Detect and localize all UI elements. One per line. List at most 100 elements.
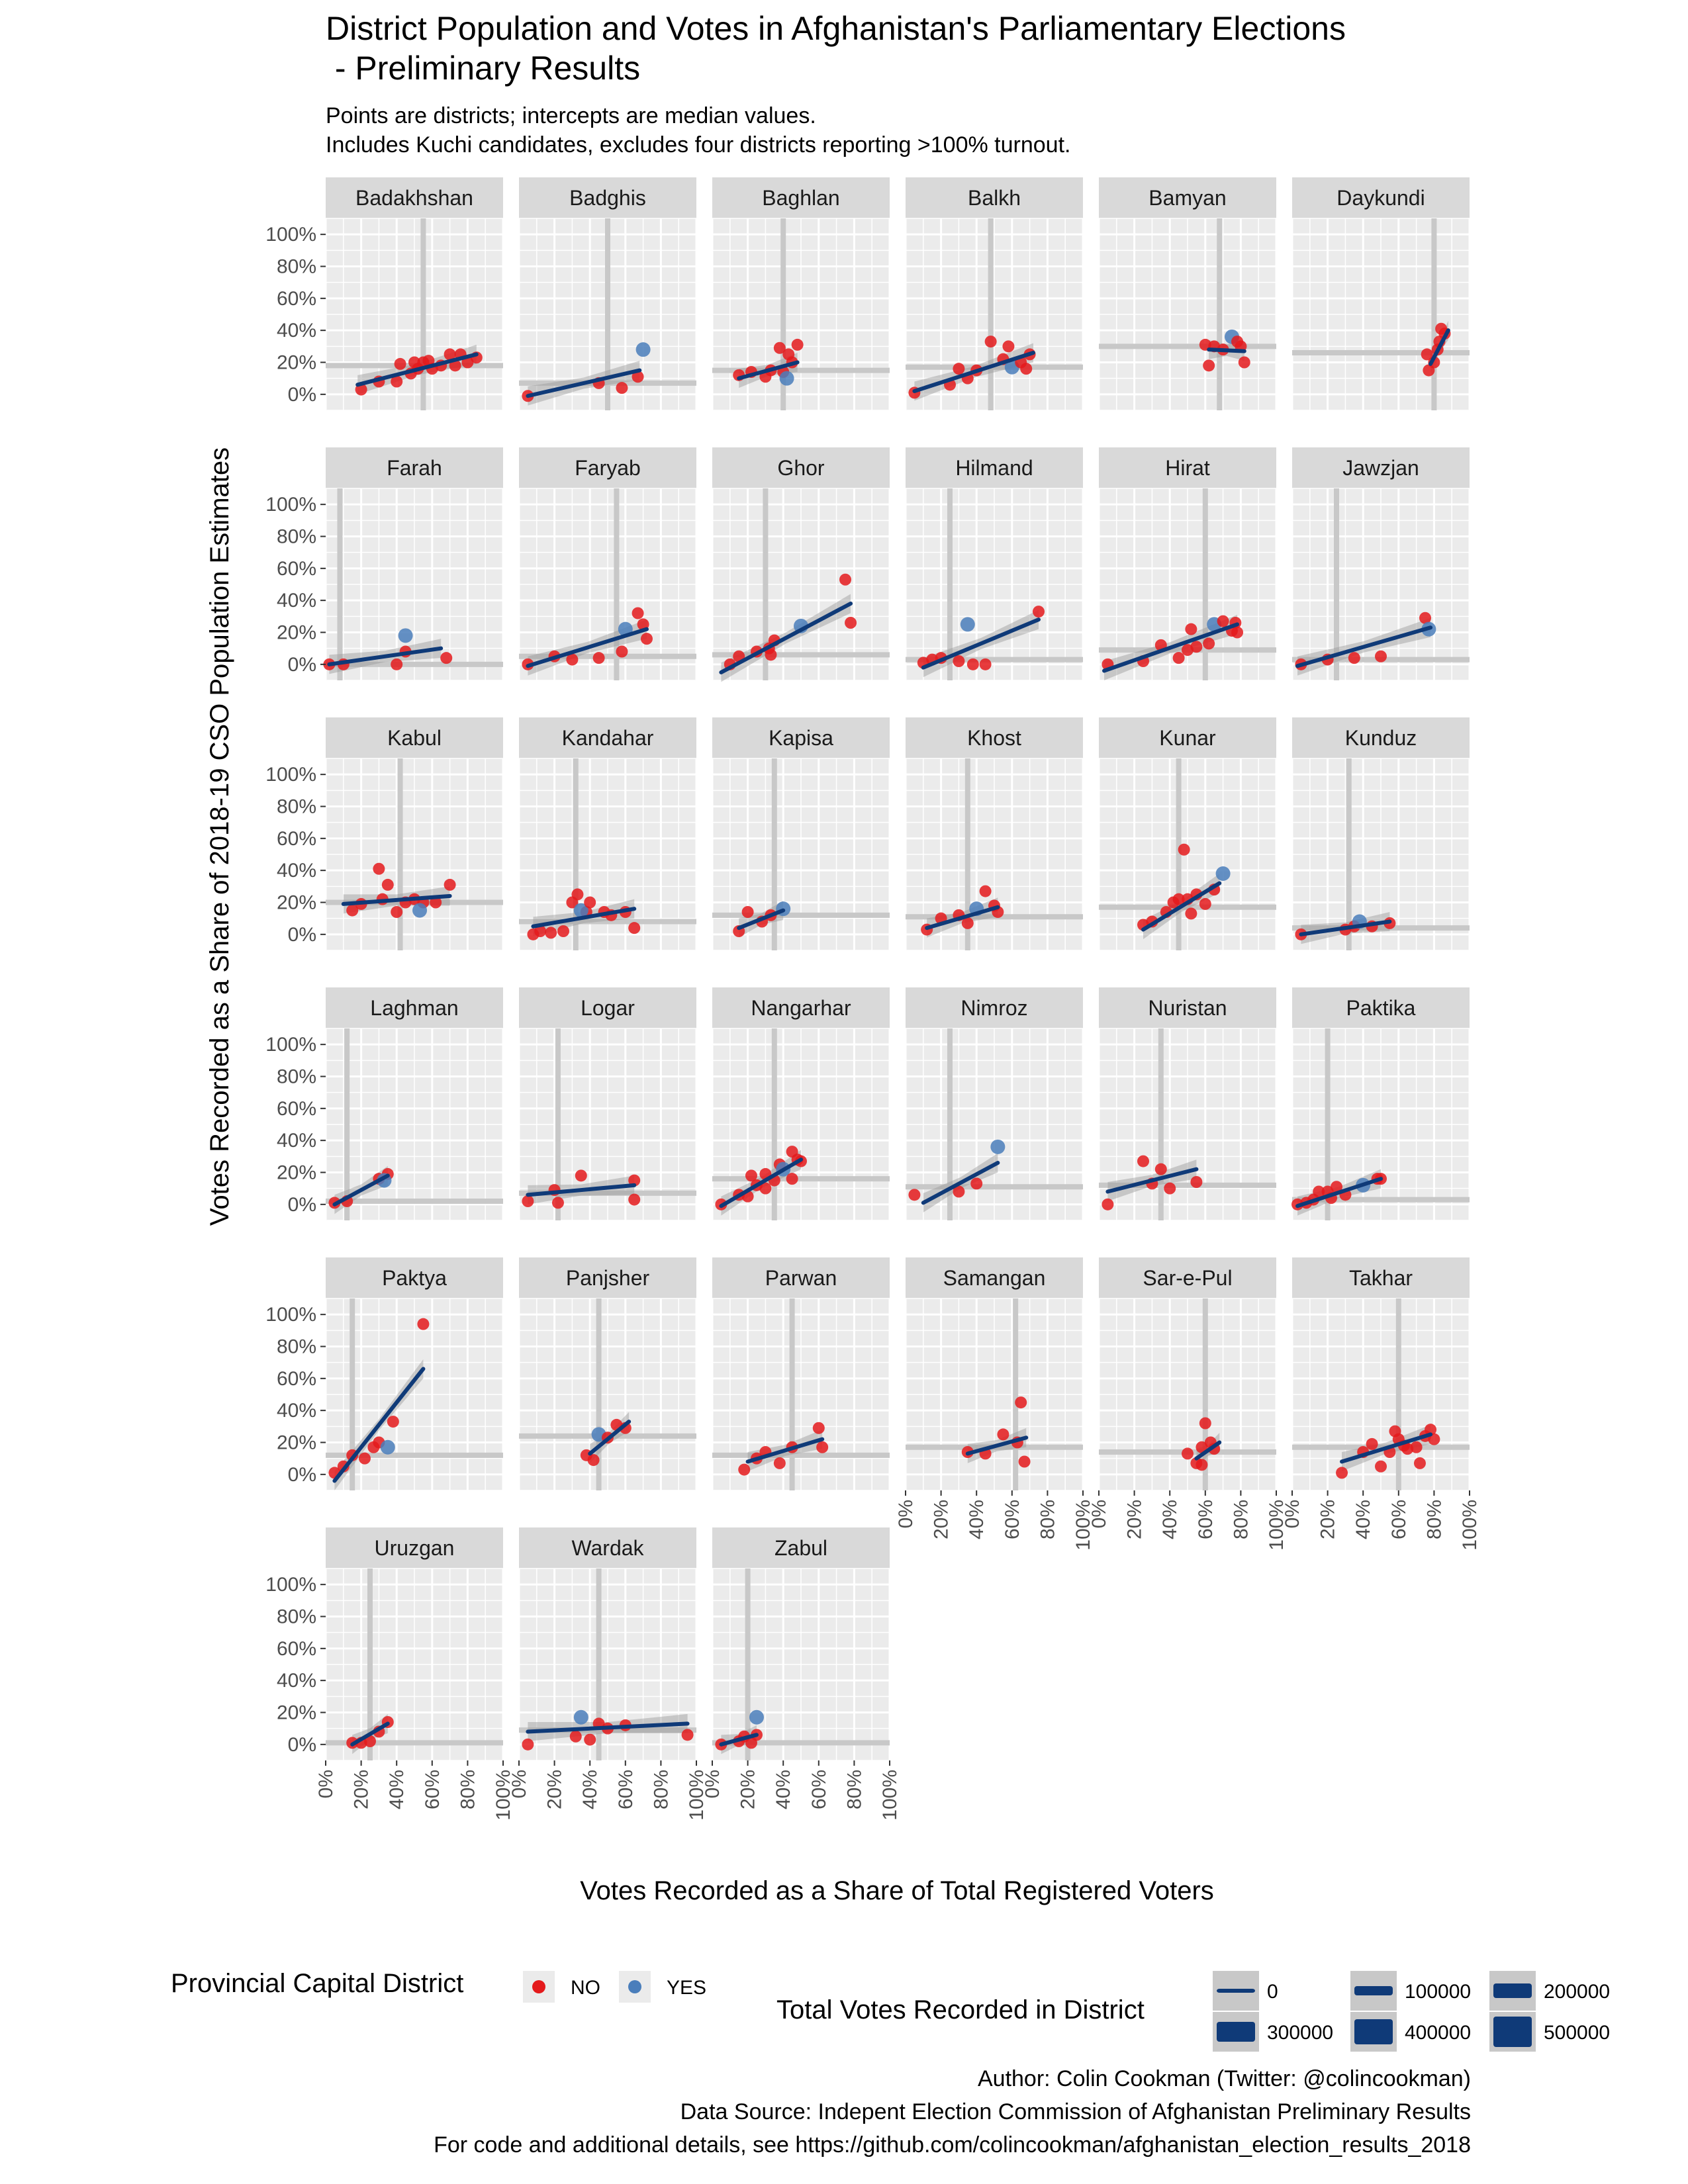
fit-line bbox=[925, 905, 1000, 931]
y-tick-label: 80% bbox=[277, 1336, 316, 1358]
x-tick-label: 100% bbox=[492, 1770, 514, 1821]
legend-key-swatch bbox=[1354, 1986, 1393, 1995]
fit-line bbox=[1105, 1167, 1199, 1194]
y-tick-label: 0% bbox=[288, 654, 316, 676]
facet-label: Kunduz bbox=[1345, 726, 1417, 750]
facet-label: Nuristan bbox=[1148, 996, 1227, 1020]
data-point bbox=[1401, 1443, 1414, 1455]
data-point bbox=[741, 906, 754, 918]
data-point bbox=[979, 658, 992, 670]
data-point bbox=[1164, 1182, 1176, 1195]
x-tick-label: 40% bbox=[1159, 1500, 1181, 1539]
fit-line bbox=[1299, 919, 1392, 936]
data-point bbox=[1421, 348, 1433, 361]
gridlines bbox=[324, 1028, 504, 1221]
data-point bbox=[381, 878, 394, 891]
facet-kunar: Kunar bbox=[1098, 717, 1278, 951]
data-point bbox=[1196, 1441, 1208, 1453]
fit-line bbox=[965, 1435, 1029, 1456]
data-point bbox=[1154, 1163, 1167, 1175]
data-point bbox=[592, 652, 605, 664]
fit-line bbox=[341, 893, 452, 906]
facet-label: Kabul bbox=[387, 726, 442, 750]
legend-votes-label: 500000 bbox=[1544, 2022, 1610, 2044]
data-point bbox=[444, 348, 456, 361]
y-tick-label: 20% bbox=[277, 1432, 316, 1454]
facet-strip bbox=[326, 447, 503, 488]
fit-line bbox=[737, 908, 786, 931]
facet-strip bbox=[1099, 177, 1276, 218]
y-tick-label: 0% bbox=[288, 1464, 316, 1486]
fit-line bbox=[526, 1721, 690, 1734]
data-point bbox=[1002, 340, 1015, 353]
legend-votes-key: 0 bbox=[1213, 1971, 1278, 2011]
caption-author: Author: Colin Cookman (Twitter: @colinco… bbox=[978, 2066, 1471, 2091]
legend-votes-key: 400000 bbox=[1350, 2012, 1471, 2052]
facet-kapisa: Kapisa bbox=[711, 717, 891, 951]
x-tick-label: 0% bbox=[508, 1770, 530, 1798]
data-point bbox=[412, 903, 428, 918]
data-point bbox=[635, 342, 651, 357]
data-point bbox=[1375, 650, 1387, 662]
facet-strip bbox=[1099, 1257, 1276, 1298]
x-tick-label: 0% bbox=[1088, 1500, 1110, 1528]
fit-line bbox=[1295, 625, 1433, 668]
gridlines bbox=[518, 1298, 698, 1491]
data-point bbox=[444, 878, 456, 891]
data-point bbox=[566, 653, 579, 666]
data-point bbox=[534, 925, 547, 937]
x-tick-label: 20% bbox=[1124, 1500, 1146, 1539]
legend-key-yes bbox=[628, 1980, 641, 1993]
y-tick-label: 80% bbox=[277, 1606, 316, 1628]
y-tick-label: 100% bbox=[265, 494, 316, 516]
fit-line bbox=[921, 1161, 1000, 1205]
facet-khost: Khost bbox=[904, 717, 1084, 951]
x-tick-label: 40% bbox=[966, 1500, 988, 1539]
chart-subtitle-2: Includes Kuchi candidates, excludes four… bbox=[326, 132, 1070, 158]
data-point bbox=[1178, 843, 1190, 856]
data-point bbox=[1172, 652, 1185, 664]
legend-votes-keys: 0 100000 200000 300000 400000 500000 bbox=[1213, 1971, 1610, 2052]
data-point bbox=[990, 1139, 1006, 1154]
data-point bbox=[571, 888, 584, 901]
fit-line bbox=[350, 1721, 390, 1747]
x-tick-label: 80% bbox=[1423, 1500, 1445, 1539]
facet-strip bbox=[712, 177, 890, 218]
y-tick-label: 60% bbox=[277, 828, 316, 850]
facet-label: Paktika bbox=[1346, 996, 1416, 1020]
x-tick-label: 20% bbox=[931, 1500, 953, 1539]
x-tick-label: 60% bbox=[1195, 1500, 1217, 1539]
legend-label-yes: YES bbox=[667, 1977, 706, 1999]
x-tick-label: 80% bbox=[457, 1770, 479, 1809]
facet-label: Kandahar bbox=[562, 726, 654, 750]
data-point bbox=[1348, 652, 1360, 664]
facet-strip bbox=[519, 177, 696, 218]
data-point bbox=[1185, 907, 1197, 920]
facet-strip bbox=[1292, 717, 1470, 758]
gridlines bbox=[711, 218, 891, 411]
data-point bbox=[1366, 1437, 1378, 1450]
facet-zabul: Zabul 0% 20% 40% 60% 80% 100% bbox=[702, 1527, 901, 1821]
y-tick-label: 100% bbox=[265, 764, 316, 786]
x-tick-label: 0% bbox=[702, 1770, 724, 1798]
legend-key-no bbox=[532, 1980, 545, 1993]
data-point bbox=[759, 1182, 772, 1195]
data-point bbox=[584, 1733, 596, 1746]
data-point bbox=[1190, 641, 1203, 653]
gridlines bbox=[904, 1028, 1084, 1221]
data-point bbox=[791, 338, 804, 351]
facet-label: Khost bbox=[967, 726, 1021, 750]
caption-code: For code and additional details, see htt… bbox=[434, 2132, 1471, 2158]
x-tick-label: 100% bbox=[879, 1770, 901, 1821]
facet-panels: Badakhshan 0% 20% 40% 60% 80% 100% Badghis Baghl… bbox=[265, 177, 1481, 1821]
data-point bbox=[394, 357, 406, 370]
x-tick-label: 60% bbox=[615, 1770, 637, 1809]
y-tick-label: 60% bbox=[277, 1098, 316, 1120]
facet-strip bbox=[712, 987, 890, 1028]
data-point bbox=[440, 652, 453, 664]
facet-label: Bamyan bbox=[1149, 186, 1226, 210]
data-point bbox=[1425, 1424, 1437, 1436]
data-point bbox=[632, 607, 644, 619]
gridlines bbox=[1291, 758, 1471, 951]
data-point bbox=[640, 633, 653, 645]
